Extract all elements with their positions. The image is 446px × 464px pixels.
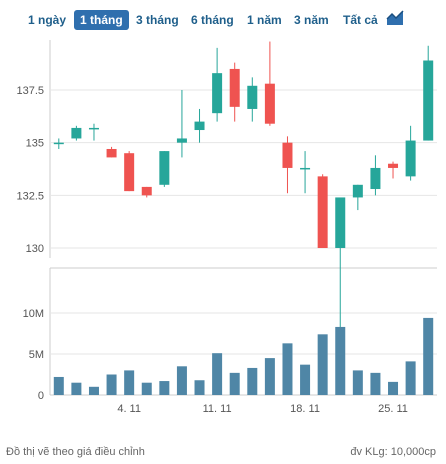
tab-1-day[interactable]: 1 ngày [28, 13, 67, 27]
volume-bar [300, 364, 311, 395]
volume-bar [53, 376, 64, 395]
candle-body [264, 83, 275, 124]
price-volume-chart: 137.5 135 132.5 130 10M 5M 0 4. 11 11. 11 18. 11 2… [16, 40, 437, 415]
tab-all[interactable]: Tất cả [343, 13, 378, 27]
date-tick-label: 11. 11 [203, 403, 232, 415]
volume-bar [88, 386, 99, 395]
candle-body [370, 167, 381, 190]
candle-body [88, 127, 99, 130]
tab-1-month[interactable]: 1 tháng [74, 10, 129, 30]
volume-bar [106, 374, 117, 395]
date-tick-label: 25. 11 [378, 403, 408, 415]
price-tick-label: 130 [26, 243, 44, 255]
timeframe-tabs: 1 ngày 1 tháng 3 tháng 6 tháng 1 năm 3 n… [0, 8, 446, 32]
volume-tick-label: 10M [23, 308, 44, 320]
price-tick-label: 137.5 [16, 85, 44, 97]
volume-bar [264, 358, 275, 395]
volume-bar [405, 361, 416, 395]
price-tick-label: 132.5 [16, 190, 44, 202]
volume-bar [370, 372, 381, 395]
volume-bar [194, 380, 205, 395]
volume-bar [317, 334, 328, 395]
tab-1-year[interactable]: 1 năm [247, 13, 282, 27]
candle-body [194, 121, 205, 131]
tab-3-years[interactable]: 3 năm [294, 13, 329, 27]
volume-tick-label: 5M [29, 349, 44, 361]
volume-bar [247, 367, 258, 395]
candle-body [124, 153, 135, 192]
volume-bar [282, 343, 293, 395]
volume-bar [388, 381, 399, 395]
candle-body [282, 142, 293, 168]
volume-bar [176, 366, 187, 395]
volume-bar [124, 370, 135, 395]
area-chart-icon[interactable] [386, 10, 404, 26]
candle-body [405, 140, 416, 177]
candle-body [335, 197, 346, 248]
candle-body [53, 142, 64, 145]
tab-3-months[interactable]: 3 tháng [136, 13, 179, 27]
candle-body [212, 73, 223, 114]
volume-bar [335, 326, 346, 395]
candle-body [229, 68, 240, 107]
date-tick-label: 18. 11 [290, 403, 320, 415]
volume-bar [141, 382, 152, 395]
candle-body [106, 148, 117, 158]
candle-body [141, 186, 152, 196]
volume-bar [71, 382, 82, 395]
volume-tick-label: 0 [38, 390, 44, 402]
candle-body [176, 138, 187, 143]
volume-bar [423, 317, 434, 395]
volume-bar [212, 353, 223, 395]
volume-bar [229, 372, 240, 395]
volume-bar [352, 370, 363, 395]
candle-body [247, 85, 258, 109]
volume-bar [159, 381, 170, 395]
candle-body [388, 163, 399, 168]
volume-unit-note: đv KLg: 10,000cp [350, 446, 436, 458]
tab-6-months[interactable]: 6 tháng [191, 13, 234, 27]
candle-body [300, 167, 311, 170]
adjusted-price-note: Đồ thị vẽ theo giá điều chỉnh [6, 446, 145, 458]
candle-body [352, 184, 363, 198]
candle-body [159, 151, 170, 185]
candle-body [423, 60, 434, 141]
candle-body [71, 127, 82, 139]
price-tick-label: 135 [26, 138, 44, 150]
date-tick-label: 4. 11 [117, 403, 141, 415]
candle-body [317, 176, 328, 248]
